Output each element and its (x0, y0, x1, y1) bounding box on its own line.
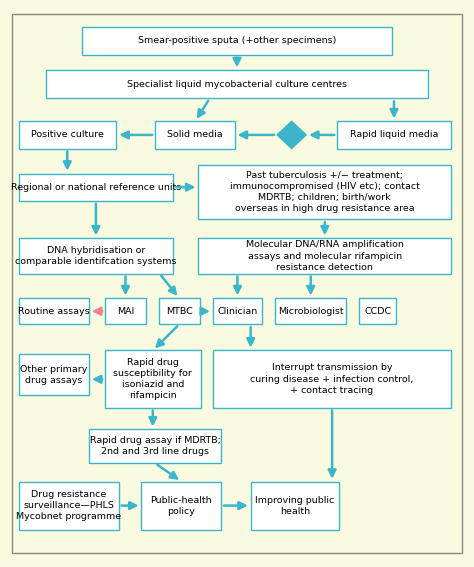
Text: Specialist liquid mycobacterial culture centres: Specialist liquid mycobacterial culture … (127, 80, 347, 89)
FancyBboxPatch shape (89, 429, 221, 463)
Text: MAI: MAI (117, 307, 134, 316)
Text: CCDC: CCDC (364, 307, 391, 316)
FancyBboxPatch shape (18, 174, 173, 201)
Text: Drug resistance
surveillance—PHLS
Mycobnet programme: Drug resistance surveillance—PHLS Mycobn… (16, 490, 121, 521)
FancyBboxPatch shape (251, 481, 339, 530)
Text: MTBC: MTBC (166, 307, 192, 316)
FancyBboxPatch shape (18, 121, 117, 149)
Text: DNA hybridisation or
comparable identifcation systems: DNA hybridisation or comparable identifc… (15, 246, 177, 266)
Text: Improving public
health: Improving public health (255, 496, 335, 515)
FancyBboxPatch shape (18, 354, 89, 395)
FancyBboxPatch shape (155, 121, 235, 149)
FancyBboxPatch shape (105, 298, 146, 324)
FancyBboxPatch shape (82, 27, 392, 55)
FancyBboxPatch shape (275, 298, 346, 324)
Text: Other primary
drug assays: Other primary drug assays (20, 365, 88, 385)
Text: Positive culture: Positive culture (31, 130, 104, 139)
FancyBboxPatch shape (105, 350, 201, 408)
FancyBboxPatch shape (337, 121, 451, 149)
FancyBboxPatch shape (18, 298, 89, 324)
FancyBboxPatch shape (12, 14, 462, 553)
Text: Rapid drug
susceptibility for
isoniazid and
rifampicin: Rapid drug susceptibility for isoniazid … (113, 358, 192, 400)
FancyBboxPatch shape (213, 350, 451, 408)
Text: Public-health
policy: Public-health policy (150, 496, 212, 515)
FancyBboxPatch shape (213, 298, 262, 324)
FancyBboxPatch shape (141, 481, 221, 530)
Text: Interrupt transmission by
curing disease + infection control,
+ contact tracing: Interrupt transmission by curing disease… (250, 363, 413, 395)
FancyBboxPatch shape (18, 481, 118, 530)
FancyBboxPatch shape (359, 298, 396, 324)
FancyBboxPatch shape (46, 70, 428, 99)
FancyBboxPatch shape (18, 238, 173, 274)
Text: Routine assays: Routine assays (18, 307, 90, 316)
FancyBboxPatch shape (198, 165, 451, 219)
Text: Molecular DNA/RNA amplification
assays and molecular rifampicin
resistance detec: Molecular DNA/RNA amplification assays a… (246, 240, 403, 272)
Text: Solid media: Solid media (167, 130, 223, 139)
Text: Past tuberculosis +/− treatment;
immunocompromised (HIV etc); contact
MDRTB; chi: Past tuberculosis +/− treatment; immunoc… (230, 171, 419, 213)
Text: Rapid liquid media: Rapid liquid media (350, 130, 438, 139)
Text: Microbiologist: Microbiologist (278, 307, 343, 316)
FancyBboxPatch shape (159, 298, 200, 324)
Text: Smear-positive sputa (+other specimens): Smear-positive sputa (+other specimens) (138, 36, 336, 45)
Text: Rapid drug assay if MDRTB;
2nd and 3rd line drugs: Rapid drug assay if MDRTB; 2nd and 3rd l… (90, 436, 220, 456)
Text: Clinician: Clinician (218, 307, 257, 316)
FancyBboxPatch shape (198, 238, 451, 274)
Text: Regional or national reference units: Regional or national reference units (11, 183, 181, 192)
Polygon shape (277, 121, 306, 149)
